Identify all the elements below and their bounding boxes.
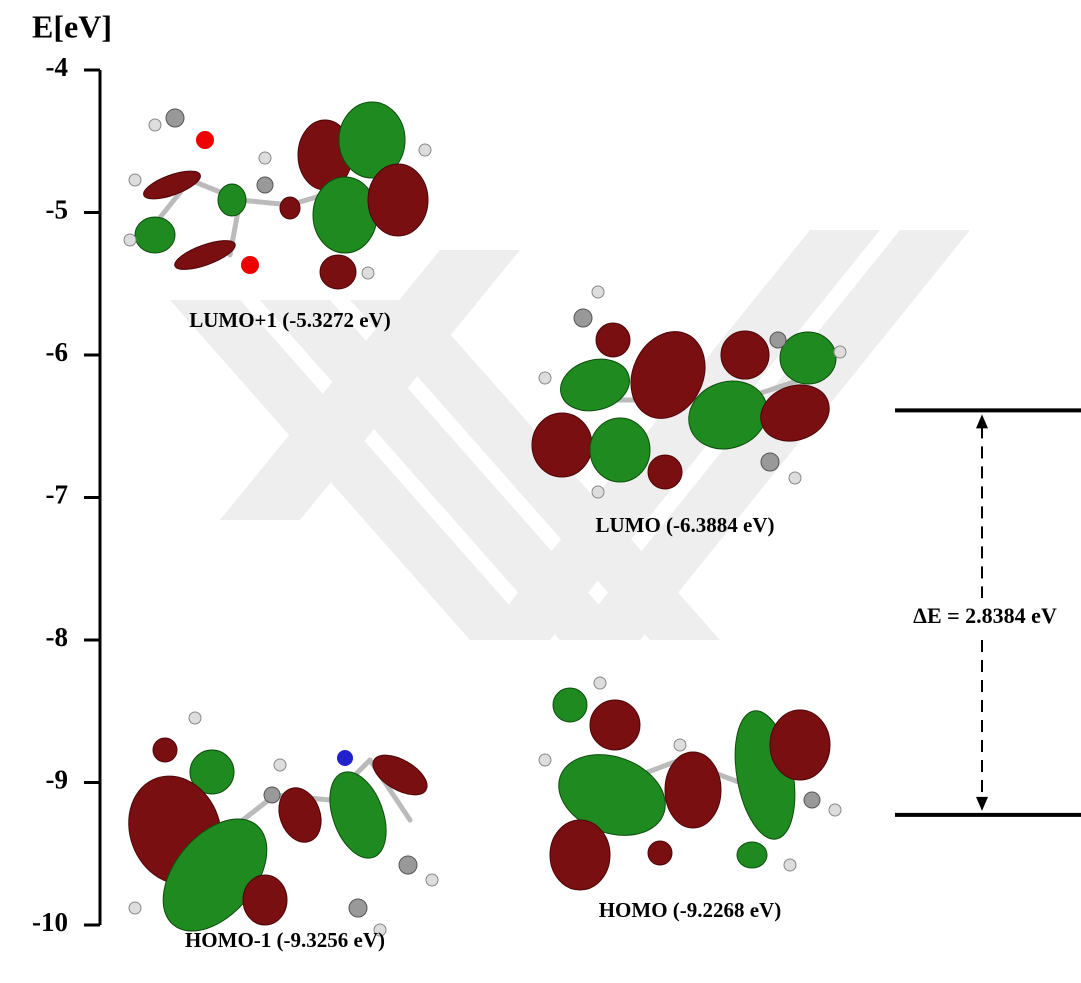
tick-label: -6: [46, 337, 69, 367]
tick-label: -9: [46, 765, 69, 795]
tick-label: -10: [32, 907, 68, 937]
tick-label: -5: [46, 195, 69, 225]
axis-title: E[eV]: [32, 8, 112, 44]
tick-label: -8: [46, 622, 69, 652]
molecule-homo: [539, 677, 841, 890]
arrow-head: [976, 797, 988, 811]
orbital-label: LUMO+1 (-5.3272 eV): [189, 308, 391, 332]
gap-label: ΔE = 2.8384 eV: [913, 603, 1057, 628]
molecule-lumo-plus-1: [124, 102, 431, 289]
orbital-label: HOMO (-9.2268 eV): [599, 898, 782, 922]
tick-label: -7: [46, 480, 69, 510]
tick-label: -4: [46, 52, 69, 82]
axis: -4 -5 -6 -7 -8 -9 -10: [32, 52, 100, 937]
orbital-label: HOMO-1 (-9.3256 eV): [185, 928, 385, 952]
molecule-homo-minus-1: [114, 712, 438, 951]
energy-diagram: E[eV] -4 -5 -6 -7 -8 -9 -10: [0, 0, 1081, 983]
arrow-head: [976, 414, 988, 428]
orbital-label: LUMO (-6.3884 eV): [595, 513, 774, 537]
